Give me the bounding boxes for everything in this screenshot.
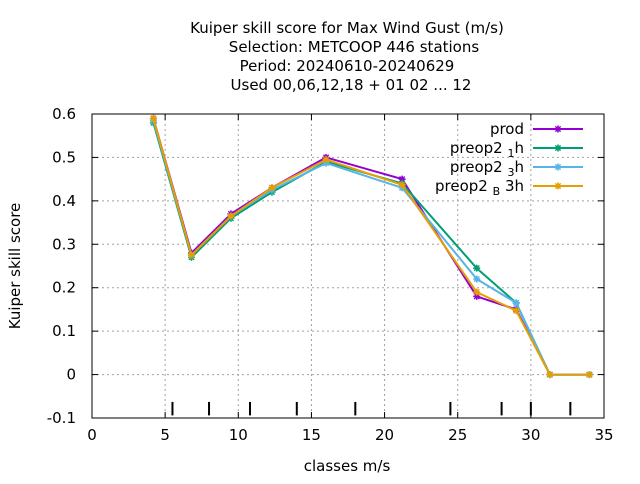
data-point — [398, 181, 406, 189]
data-point — [227, 212, 235, 220]
legend-item: preop2 1h — [450, 139, 583, 160]
data-point — [546, 371, 554, 379]
legend-item: preop2 3h — [450, 158, 583, 179]
legend-swatch-marker — [554, 144, 562, 152]
data-point — [473, 264, 481, 272]
legend-swatch-marker — [554, 163, 562, 171]
legend-label: preop2 1h — [450, 139, 524, 160]
y-tick-label: -0.1 — [47, 409, 76, 427]
title-line-4: Used 00,06,12,18 + 01 02 ... 12 — [231, 76, 472, 94]
title-line-3: Period: 20240610-20240629 — [240, 57, 455, 75]
data-point — [512, 307, 520, 315]
y-axis-label: Kuiper skill score — [6, 203, 24, 330]
plot-border — [91, 113, 605, 419]
data-point — [473, 275, 481, 283]
title-line-2: Selection: METCOOP 446 stations — [229, 38, 480, 56]
legend-item: preop2 B 3h — [435, 177, 583, 198]
series-line — [152, 120, 590, 376]
legend-swatch-marker — [554, 125, 562, 133]
x-tick-label: 0 — [87, 426, 97, 444]
x-tick-label: 20 — [375, 426, 394, 444]
axis-ticks: 0 5 10 15 20 25 30 35 -0.1 0 0.1 0.2 0.3 0.4 0.5 0.6 — [47, 105, 614, 444]
series-line — [152, 118, 590, 376]
x-tick-label: 15 — [302, 426, 321, 444]
grid — [92, 114, 604, 418]
x-tick-label: 5 — [160, 426, 170, 444]
legend-swatch-marker — [554, 182, 562, 190]
series-1 — [149, 119, 593, 379]
data-point — [473, 288, 481, 296]
data-point — [187, 251, 195, 259]
data-point — [322, 156, 330, 164]
y-tick-label: 0.1 — [52, 322, 76, 340]
data-point — [512, 299, 520, 307]
series-2 — [149, 117, 593, 379]
series-line — [152, 118, 590, 376]
data-point — [149, 114, 157, 122]
x-tick-label: 35 — [594, 426, 613, 444]
series-0 — [149, 114, 593, 379]
y-tick-label: 0.6 — [52, 105, 76, 123]
legend-label: preop2 3h — [450, 158, 524, 179]
x-tick-label: 10 — [229, 426, 248, 444]
series-line — [152, 122, 590, 376]
y-tick-label: 0.2 — [52, 279, 76, 297]
x-axis-label: classes m/s — [304, 457, 391, 475]
class-marks — [171, 401, 572, 416]
series-lines — [149, 114, 593, 379]
series-3 — [149, 114, 593, 379]
legend-item: prod — [490, 120, 583, 138]
y-tick-label: 0.4 — [52, 192, 76, 210]
x-tick-label: 30 — [521, 426, 540, 444]
data-point — [585, 371, 593, 379]
title-line-1: Kuiper skill score for Max Wind Gust (m/… — [190, 19, 504, 37]
y-tick-label: 0.3 — [52, 235, 76, 253]
chart-title: Kuiper skill score for Max Wind Gust (m/… — [190, 19, 504, 94]
x-tick-label: 25 — [448, 426, 467, 444]
data-point — [268, 184, 276, 192]
legend-label: prod — [490, 120, 524, 138]
legend-label: preop2 B 3h — [435, 177, 524, 198]
y-tick-label: 0 — [66, 366, 76, 384]
y-tick-label: 0.5 — [52, 148, 76, 166]
